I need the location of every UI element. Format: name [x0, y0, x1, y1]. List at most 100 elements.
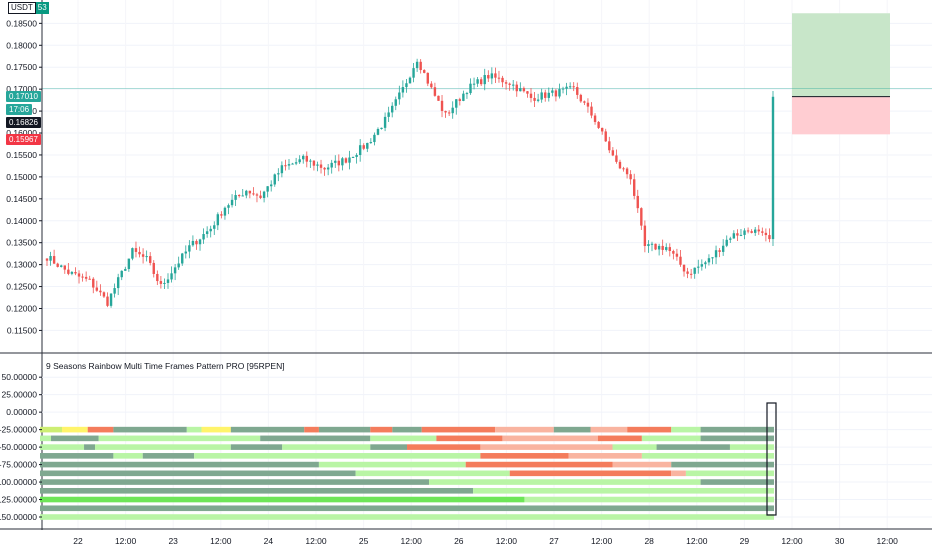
time-axis[interactable]: 22 12:00 23 12:00 24 12:00 25 12:00 26 12:00 27 12:… [73, 536, 898, 546]
candle-body [682, 264, 686, 272]
price-tick-label: 0.12000 [6, 303, 37, 313]
candle-body [387, 112, 390, 117]
indicator-tick-label: -125.00000 [0, 495, 37, 505]
candle-body [408, 77, 412, 84]
time-tick-label: 12:00 [591, 536, 613, 546]
candle-body [67, 269, 70, 274]
candle-body [70, 271, 74, 274]
rainbow-segment [194, 453, 224, 459]
candle-body [184, 251, 187, 254]
rainbow-segment [509, 470, 672, 477]
candle-body [113, 288, 116, 294]
candle-body [223, 207, 227, 216]
rainbow-segment [40, 461, 319, 468]
candle-body [512, 84, 515, 86]
indicator-axis[interactable]: 50.00000 25.00000 0.00000 -25.00000 -50.0000… [0, 372, 42, 522]
candlestick-series[interactable] [45, 58, 775, 308]
time-tick-label: 12:00 [686, 536, 708, 546]
rainbow-segment [40, 444, 85, 450]
rainbow-segment [465, 461, 613, 468]
rainbow-segment [51, 435, 99, 442]
time-tick-label: 12:00 [210, 536, 232, 546]
symbol-badge[interactable]: USDT 53 [8, 2, 49, 14]
candle-body [373, 134, 376, 143]
candle-body [74, 271, 77, 274]
rainbow-segment [318, 461, 466, 468]
time-tick-label: 12:00 [496, 536, 518, 546]
rainbow-segment [87, 426, 114, 433]
rainbow-segment [95, 444, 231, 450]
candle-body [124, 268, 127, 271]
candle-body [60, 265, 63, 267]
candle-body [597, 121, 600, 128]
time-tick-label: 22 [73, 536, 83, 546]
candle-body [177, 263, 180, 268]
rainbow-segment [40, 514, 774, 520]
candle-body [476, 79, 479, 84]
rainbow-segment [700, 479, 774, 485]
rainbow-segment [40, 435, 52, 442]
candle-body [391, 105, 394, 113]
price-axis[interactable]: 0.185000.180000.175000.170000.165000.160… [6, 0, 43, 530]
candle-body [245, 190, 248, 196]
candle-body [586, 102, 590, 107]
candle-body [415, 61, 419, 69]
candle-body [294, 162, 298, 164]
candle-body [95, 287, 99, 291]
rainbow-segment [502, 435, 598, 442]
candle-body [554, 90, 558, 97]
candle-body [572, 86, 575, 88]
candle-body [764, 232, 768, 236]
price-tick-label: 0.12500 [6, 282, 37, 292]
candle-body [732, 233, 736, 239]
candle-body [451, 107, 454, 114]
candle-body [558, 89, 561, 97]
candle-body [334, 160, 337, 163]
rainbow-segment [223, 453, 481, 459]
long-position-tool[interactable] [792, 13, 890, 135]
rainbow-segment [230, 444, 283, 450]
candle-body [679, 256, 682, 265]
candle-body [729, 238, 732, 240]
candle-body [270, 184, 273, 187]
candle-body [519, 88, 522, 92]
candle-body [697, 266, 700, 268]
candle-body [440, 100, 444, 111]
candle-body [109, 293, 113, 306]
indicator-title[interactable]: 9 Seasons Rainbow Multi Time Frames Patt… [46, 361, 285, 371]
rainbow-segment [568, 453, 642, 459]
time-tick-label: 12:00 [401, 536, 423, 546]
take-profit-zone[interactable] [792, 13, 890, 97]
stop-loss-zone[interactable] [792, 96, 890, 135]
candle-body [419, 61, 422, 71]
rainbow-segment [612, 444, 657, 450]
price-tick-label: 0.14000 [6, 216, 37, 226]
candle-body [191, 240, 195, 246]
candle-body [330, 162, 333, 168]
candle-body [650, 243, 654, 245]
last-price-tag: 0.16826 [6, 117, 41, 128]
candle-body [465, 93, 469, 95]
candle-body [49, 256, 52, 261]
rainbow-segment [40, 487, 474, 494]
candle-body [77, 273, 81, 277]
rainbow-segment [40, 426, 63, 433]
candle-body [668, 247, 671, 252]
candle-body [426, 72, 429, 84]
candle-body [280, 165, 284, 174]
candle-body [721, 245, 725, 252]
candle-body [394, 99, 397, 106]
rainbow-segment [671, 470, 686, 477]
candle-body [159, 281, 163, 284]
candle-body [611, 150, 615, 156]
candle-body [551, 90, 554, 93]
rainbow-segment [700, 426, 752, 433]
rainbow-segment [473, 487, 774, 494]
candle-body [45, 258, 49, 261]
rainbow-segment [370, 426, 393, 433]
candle-body [547, 92, 550, 98]
candle-body [743, 230, 746, 235]
candle-body [316, 164, 319, 166]
rainbow-segment [370, 435, 437, 442]
